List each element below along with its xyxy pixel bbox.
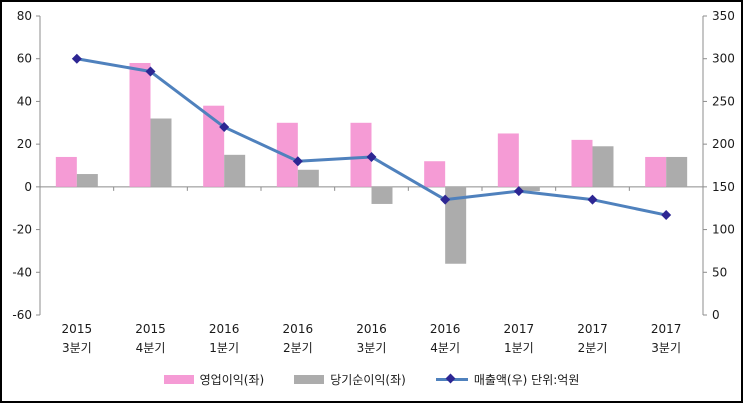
legend-item: 매출액(우) 단위:억원 xyxy=(435,371,580,388)
right-axis-tick-label: 50 xyxy=(712,265,727,279)
revenue-marker xyxy=(71,53,82,64)
right-axis-tick-label: 150 xyxy=(712,180,735,194)
legend-swatch-net-income xyxy=(294,375,325,384)
bar-operating-profit xyxy=(571,139,593,187)
revenue-marker xyxy=(219,122,230,133)
category-label-quarter: 3분기 xyxy=(651,341,681,355)
bar-operating-profit xyxy=(203,105,225,187)
category-label-year: 2016 xyxy=(283,322,314,336)
bar-operating-profit xyxy=(497,133,519,187)
revenue-marker xyxy=(587,194,598,205)
category-label-year: 2015 xyxy=(62,322,93,336)
revenue-marker xyxy=(145,66,156,77)
revenue-marker xyxy=(661,210,672,221)
right-axis-tick-label: 0 xyxy=(712,308,720,322)
revenue-marker xyxy=(366,151,377,162)
legend-label: 매출액(우) 단위:억원 xyxy=(473,373,580,387)
bar-net-income xyxy=(445,186,467,264)
bar-operating-profit xyxy=(55,156,77,187)
left-axis-tick-label: -40 xyxy=(12,265,32,279)
right-axis-tick-label: 300 xyxy=(712,52,735,66)
left-axis-tick-label: 0 xyxy=(24,180,32,194)
bar-net-income xyxy=(297,169,319,187)
bar-net-income xyxy=(592,146,614,187)
chart-legend: 영업이익(좌) 당기순이익(좌) 매출액(우) 단위:억원 xyxy=(2,371,741,388)
category-label-year: 2017 xyxy=(504,322,535,336)
category-label-year: 2017 xyxy=(577,322,608,336)
bar-operating-profit xyxy=(645,156,667,187)
revenue-marker xyxy=(513,186,524,197)
category-label-quarter: 1분기 xyxy=(504,341,534,355)
right-axis-tick-label: 100 xyxy=(712,223,735,237)
legend-label: 영업이익(좌) xyxy=(199,373,265,387)
left-axis-tick-label: -60 xyxy=(12,308,32,322)
left-axis-tick-label: 80 xyxy=(17,9,32,23)
right-axis-tick-label: 200 xyxy=(712,137,735,151)
left-axis-tick-label: 40 xyxy=(17,94,32,108)
category-label-quarter: 4분기 xyxy=(430,341,460,355)
revenue-marker xyxy=(292,156,303,167)
category-label-year: 2016 xyxy=(209,322,240,336)
category-label-quarter: 3분기 xyxy=(62,341,92,355)
bar-operating-profit xyxy=(129,62,151,187)
right-axis-tick-label: 250 xyxy=(712,94,735,108)
legend-label: 당기순이익(좌) xyxy=(330,373,406,387)
category-label-quarter: 2분기 xyxy=(283,341,313,355)
legend-item: 당기순이익(좌) xyxy=(294,371,406,388)
bar-net-income xyxy=(76,174,98,187)
category-label-quarter: 4분기 xyxy=(136,341,166,355)
category-label-year: 2017 xyxy=(651,322,682,336)
bar-net-income xyxy=(371,186,393,204)
category-label-quarter: 3분기 xyxy=(357,341,387,355)
revenue-marker xyxy=(440,194,451,205)
left-axis-tick-label: 20 xyxy=(17,137,32,151)
legend-swatch-revenue-line xyxy=(435,373,468,385)
category-label-quarter: 1분기 xyxy=(209,341,239,355)
category-label-year: 2015 xyxy=(135,322,166,336)
right-axis-tick-label: 350 xyxy=(712,9,735,23)
bar-operating-profit xyxy=(350,122,372,187)
legend-swatch-operating-profit xyxy=(163,375,194,384)
category-label-year: 2016 xyxy=(430,322,461,336)
category-label-year: 2016 xyxy=(356,322,387,336)
legend-item: 영업이익(좌) xyxy=(163,371,265,388)
bar-net-income xyxy=(518,186,540,192)
left-axis-tick-label: -20 xyxy=(12,223,32,237)
category-label-quarter: 2분기 xyxy=(578,341,608,355)
bar-net-income xyxy=(150,118,172,187)
left-axis-tick-label: 60 xyxy=(17,52,32,66)
bar-operating-profit xyxy=(424,161,446,187)
bar-net-income xyxy=(224,154,246,187)
legend-diamond-icon xyxy=(445,373,456,383)
bar-net-income xyxy=(666,156,688,187)
